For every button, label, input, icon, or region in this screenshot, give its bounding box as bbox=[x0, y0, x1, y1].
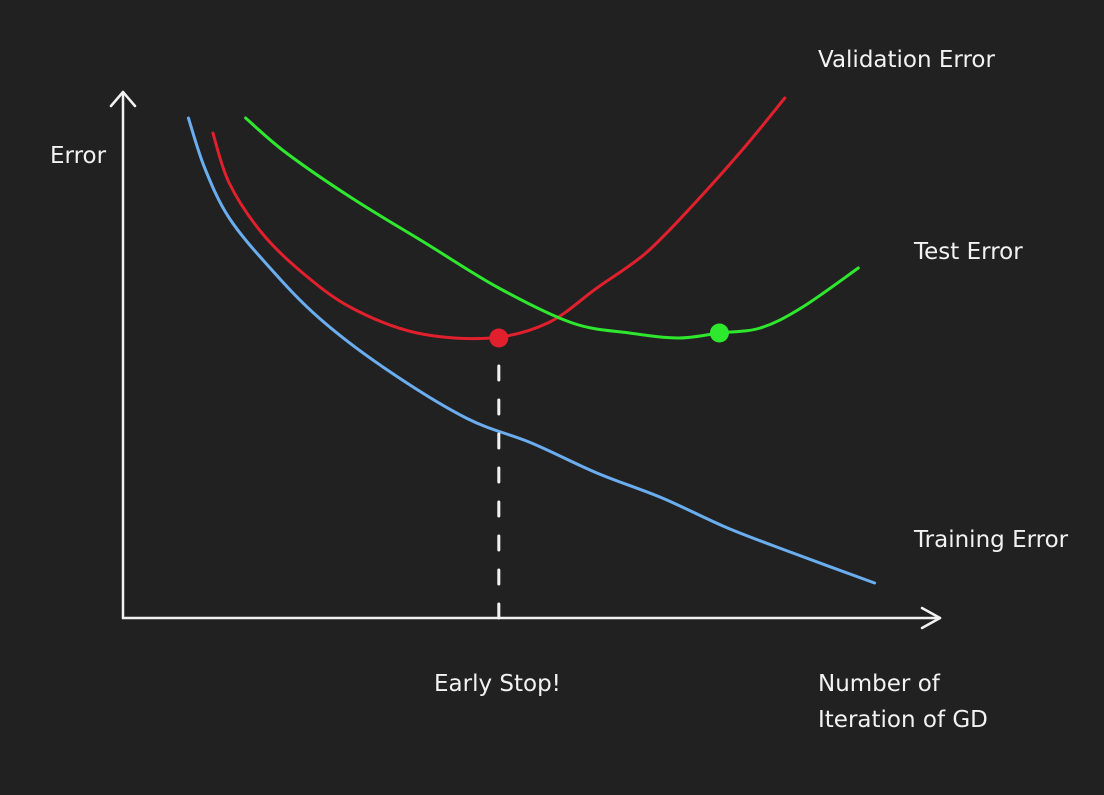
validation-error-line bbox=[211, 96, 787, 341]
training-error-line bbox=[186, 116, 877, 585]
x-axis-arrowhead bbox=[920, 606, 942, 630]
early-stop-label: Early Stop! bbox=[434, 671, 561, 697]
series-layer bbox=[186, 96, 877, 585]
x-axis-label: Number of Iteration of GD bbox=[818, 671, 988, 733]
validation-error-minimum-marker bbox=[489, 328, 509, 348]
training-error-label: Training Error bbox=[914, 527, 1069, 553]
marker-layer bbox=[489, 323, 729, 348]
validation-error-label: Validation Error bbox=[818, 47, 995, 73]
test-error-line bbox=[244, 116, 860, 340]
y-axis-label: Error bbox=[50, 143, 107, 169]
test-error-label: Test Error bbox=[914, 239, 1023, 265]
axes bbox=[109, 90, 942, 630]
test-error-minimum-marker bbox=[709, 323, 729, 343]
y-axis-arrowhead bbox=[109, 90, 137, 108]
